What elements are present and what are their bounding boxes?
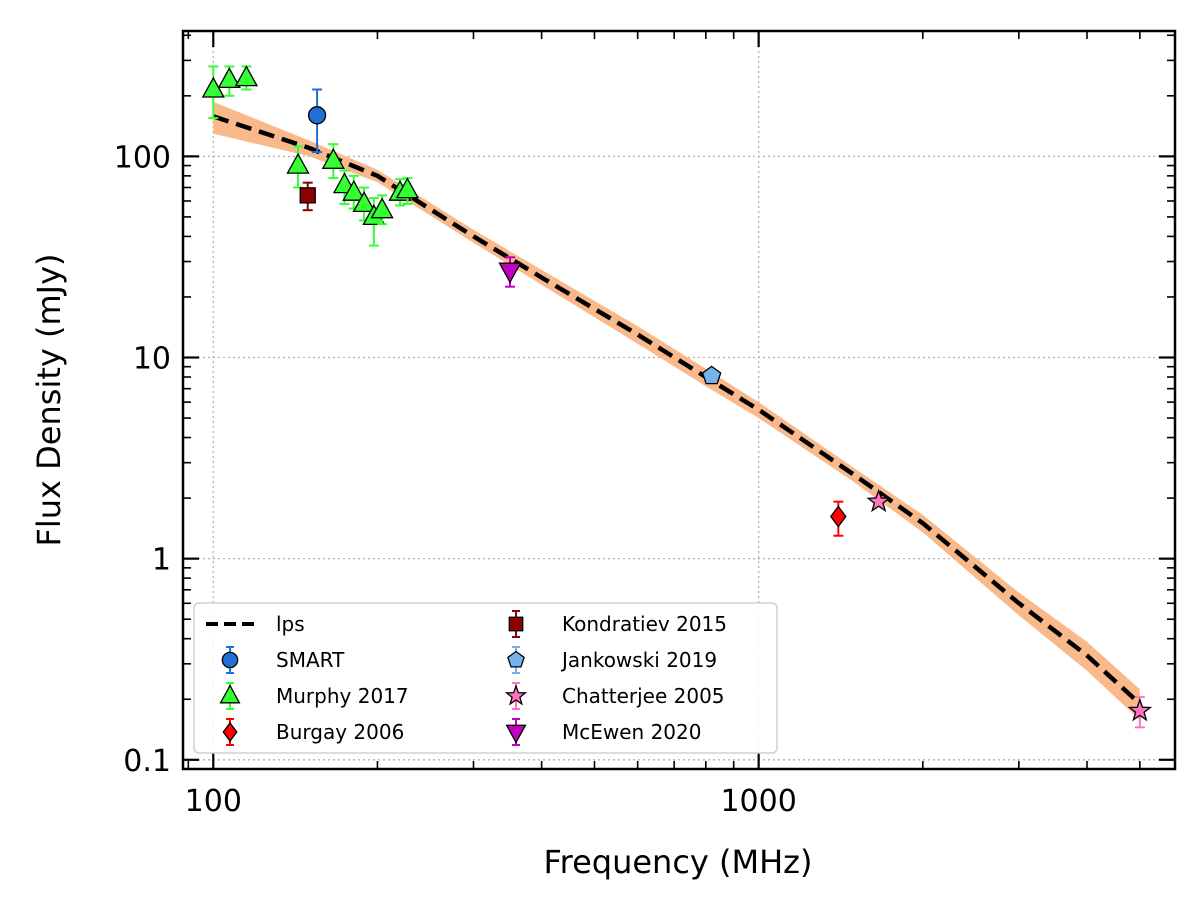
- data-point: [286, 152, 310, 174]
- series-smart: [307, 88, 327, 154]
- data-point: [370, 197, 394, 219]
- data-point: [701, 365, 722, 385]
- data-point: [1127, 697, 1153, 722]
- data-point: [321, 147, 345, 169]
- y-tick-label: 100: [114, 140, 171, 175]
- legend-marker: [219, 684, 241, 704]
- legend-entry: Chatterjee 2005: [504, 682, 725, 710]
- x-axis-label: Frequency (MHz): [544, 843, 813, 881]
- y-tick-label: 0.1: [123, 744, 171, 779]
- series-chatterjee-2005: [866, 488, 1153, 729]
- legend: lps SMART Murphy 2017 Burgay 2006 Kondratiev…: [193, 602, 778, 754]
- data-point: [342, 179, 366, 201]
- legend-label: Murphy 2017: [276, 684, 409, 708]
- legend-marker: [221, 651, 239, 669]
- series-mcewen-2020: [498, 256, 522, 288]
- legend-marker: [222, 721, 238, 743]
- data-points: [201, 65, 1153, 729]
- legend-label: SMART: [276, 648, 345, 672]
- y-tick-label: 10: [133, 342, 171, 377]
- legend-entry: McEwen 2020: [505, 718, 701, 746]
- tick-labels: 100 1000 0.1 1 10 100: [114, 140, 797, 819]
- data-point: [234, 65, 259, 87]
- legend-marker: [505, 724, 527, 744]
- data-point: [498, 262, 522, 284]
- legend-entry: lps: [206, 612, 305, 636]
- legend-label: lps: [276, 612, 305, 636]
- data-point: [395, 177, 420, 199]
- legend-label: Burgay 2006: [276, 720, 404, 744]
- x-tick-label: 100: [185, 784, 242, 819]
- y-axis-label: Flux Density (mJy): [30, 253, 68, 546]
- legend-box: [193, 602, 778, 754]
- legend-entry: Murphy 2017: [219, 682, 409, 710]
- data-point: [217, 67, 241, 89]
- series-jankowski-2019: [701, 365, 722, 385]
- tick-marks: [183, 31, 1175, 770]
- legend-label: Chatterjee 2005: [562, 684, 725, 708]
- legend-marker: [507, 650, 525, 668]
- data-point: [352, 191, 376, 213]
- legend-entry: Jankowski 2019: [507, 646, 717, 674]
- y-tick-label: 1: [152, 543, 171, 578]
- legend-marker: [508, 616, 524, 632]
- data-point: [307, 106, 327, 125]
- legend-label: Jankowski 2019: [560, 648, 717, 672]
- data-point: [866, 488, 892, 513]
- legend-entry: Burgay 2006: [222, 718, 404, 746]
- legend-entry: SMART: [221, 646, 345, 674]
- series-murphy-2017: [201, 65, 420, 247]
- legend-label: Kondratiev 2015: [562, 612, 727, 636]
- series-kondratiev-2015: [299, 181, 316, 212]
- axes-frame: [181, 29, 1177, 771]
- legend-entry: Kondratiev 2015: [508, 610, 727, 638]
- data-point: [829, 505, 847, 528]
- legend-label: McEwen 2020: [562, 720, 701, 744]
- data-point: [299, 187, 316, 204]
- legend-marker: [504, 684, 528, 706]
- plot-frame: [181, 29, 1177, 771]
- x-tick-label: 1000: [720, 784, 796, 819]
- series-burgay-2006: [829, 500, 847, 537]
